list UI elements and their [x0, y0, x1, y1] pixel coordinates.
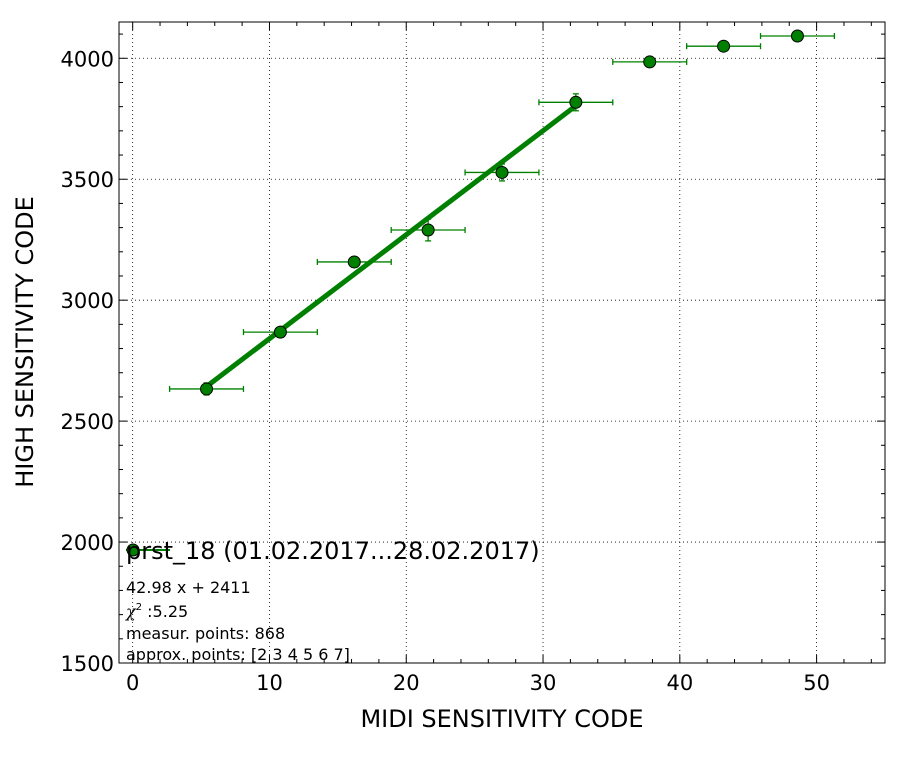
data-point — [273, 325, 287, 339]
data-point — [200, 382, 214, 396]
data-point — [790, 29, 804, 43]
x-tick-label: 0 — [126, 671, 139, 695]
x-tick-label: 20 — [393, 671, 420, 695]
x-axis-title: MIDI SENSITIVITY CODE — [360, 705, 643, 733]
legend-label: prst_18 (01.02.2017...28.02.2017) — [126, 537, 540, 565]
fit-info: 42.98 x + 2411 χ2 :5.25 measur. points: … — [125, 578, 350, 664]
fit-layer — [205, 103, 578, 389]
plot-background — [119, 22, 885, 663]
plot-frame — [118, 21, 886, 664]
fit-equation: 42.98 x + 2411 — [126, 578, 251, 597]
tick-labels: 0 10 20 30 40 50 1500 2000 2500 3000 3500 4000 — [61, 47, 830, 695]
chi2-value: :5.25 — [142, 602, 188, 621]
data-point — [717, 39, 731, 53]
markers — [200, 29, 804, 396]
approx-points: approx. points: [2 3 4 5 6 7] — [126, 645, 350, 664]
y-axis-title: HIGH SENSITIVITY CODE — [11, 196, 39, 488]
data-point — [643, 55, 657, 69]
legend: prst_18 (01.02.2017...28.02.2017) — [126, 537, 540, 565]
x-tick-label: 40 — [666, 671, 693, 695]
y-tick-label: 2500 — [61, 410, 114, 434]
data-point — [569, 95, 583, 109]
data-point — [495, 165, 509, 179]
y-tick-label: 2000 — [61, 531, 114, 555]
y-tick-label: 3500 — [61, 168, 114, 192]
measured-points: measur. points: 868 — [126, 624, 285, 643]
grid — [119, 22, 885, 663]
x-tick-label: 10 — [256, 671, 283, 695]
data-point — [421, 223, 435, 237]
chi2-text: χ2 :5.25 — [125, 602, 188, 621]
y-tick-label: 4000 — [61, 47, 114, 71]
legend-marker — [126, 543, 140, 557]
y-tick-label: 1500 — [61, 652, 114, 676]
chi2-superscript: 2 — [136, 602, 142, 613]
ticks — [119, 22, 885, 664]
x-tick-label: 50 — [803, 671, 830, 695]
y-tick-label: 3000 — [61, 289, 114, 313]
x-tick-label: 30 — [530, 671, 557, 695]
fit-line — [205, 103, 578, 389]
data-point — [347, 255, 361, 269]
chi2-symbol: χ — [125, 602, 137, 621]
